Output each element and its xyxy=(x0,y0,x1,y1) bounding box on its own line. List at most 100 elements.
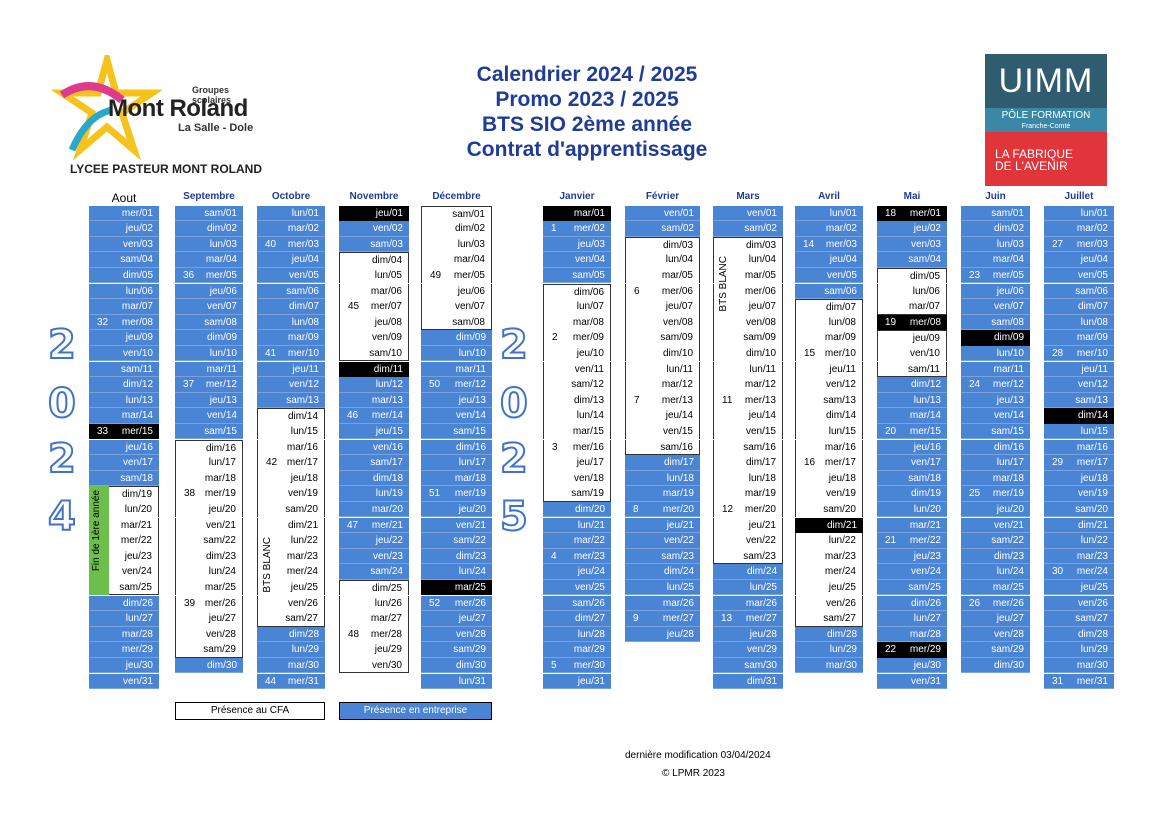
day-cell: ven/12 xyxy=(1044,377,1114,393)
day-cell: mer/10 41 xyxy=(257,345,325,362)
day-label: lun/28 xyxy=(577,628,605,640)
day-cell: mar/14 xyxy=(877,408,947,424)
day-label: mer/12 xyxy=(205,379,237,391)
day-cell: mar/23 xyxy=(1044,548,1114,565)
day-cell: sam/17 xyxy=(339,455,409,471)
bts-blanc-march-label: BTS BLANC xyxy=(718,256,729,312)
day-cell: ven/26 xyxy=(257,595,325,612)
day-label: mer/10 xyxy=(287,347,319,359)
day-label: mer/12 xyxy=(454,379,486,391)
mont-roland-logo: Groupes scolaires Mont Roland La Salle -… xyxy=(52,55,267,180)
day-label: dim/02 xyxy=(206,223,237,235)
day-cell: mer/15 33 xyxy=(89,423,159,440)
day-label: mar/06 xyxy=(370,285,402,297)
day-cell: sam/16 xyxy=(625,439,700,456)
day-label: dim/18 xyxy=(372,472,403,484)
day-label: lun/13 xyxy=(913,394,941,406)
day-label: dim/03 xyxy=(745,239,776,251)
day-label: jeu/03 xyxy=(577,238,605,250)
year-digit: 5 xyxy=(499,493,529,541)
day-cell: mar/18 xyxy=(421,470,492,487)
day-label: mer/14 xyxy=(371,410,403,422)
day-label: sam/02 xyxy=(744,223,777,235)
day-label: mer/05 xyxy=(205,269,237,281)
day-label: jeu/07 xyxy=(665,301,693,313)
day-cell: lun/15 xyxy=(257,423,325,440)
uimm-name: UIMM xyxy=(985,54,1107,108)
day-cell: jeu/03 xyxy=(543,236,611,253)
day-label: mer/10 xyxy=(1076,347,1108,359)
day-cell: lun/21 xyxy=(543,517,611,534)
day-cell: ven/28 xyxy=(421,626,492,643)
day-cell: mer/17 42 xyxy=(257,455,325,471)
day-cell: sam/04 xyxy=(89,252,159,268)
fin-1ere-annee-label: Fin de 1ère année xyxy=(91,490,102,572)
day-label: mer/06 xyxy=(661,285,693,297)
day-cell: mer/29 xyxy=(89,642,159,658)
week-number: 52 xyxy=(429,597,441,609)
day-cell: sam/18 xyxy=(89,470,159,487)
day-label: mar/18 xyxy=(992,472,1024,484)
day-cell: mer/19 51 xyxy=(421,486,492,502)
day-cell: dim/17 xyxy=(713,455,783,471)
day-cell: sam/08 xyxy=(421,314,492,331)
day-label: mer/24 xyxy=(1076,566,1108,578)
day-cell: mer/22 21 xyxy=(877,533,947,549)
day-cell: mar/16 xyxy=(257,439,325,456)
day-cell: sam/01 xyxy=(175,205,243,222)
week-number: 40 xyxy=(265,238,277,250)
day-cell: ven/21 xyxy=(961,517,1030,534)
day-label: lun/01 xyxy=(291,207,319,219)
day-cell: lun/18 xyxy=(625,470,700,487)
day-label: lun/20 xyxy=(913,503,941,515)
title-line-2: Promo 2023 / 2025 xyxy=(495,88,679,111)
day-label: jeu/28 xyxy=(749,628,777,640)
day-cell: ven/22 xyxy=(625,533,700,549)
day-label: ven/10 xyxy=(122,347,153,359)
day-label: dim/11 xyxy=(373,363,403,375)
day-label: ven/19 xyxy=(1077,488,1108,500)
year-digit: 0 xyxy=(47,380,77,428)
uimm-slogan-1: LA FABRIQUE xyxy=(995,147,1074,161)
day-cell: jeu/25 xyxy=(1044,579,1114,596)
day-cell: sam/29 xyxy=(961,642,1030,658)
day-label: dim/16 xyxy=(455,441,486,453)
month-column: Avril lun/01 mar/02 mer/03 14 jeu/04 ven/05 sam… xyxy=(795,191,863,674)
day-label: mer/03 xyxy=(1076,238,1108,250)
day-cell: lun/31 xyxy=(421,673,492,690)
day-cell: mer/10 15 xyxy=(795,345,863,362)
day-label: mar/07 xyxy=(908,301,940,313)
day-cell: sam/19 xyxy=(543,486,611,502)
day-cell: jeu/11 xyxy=(1044,361,1114,378)
day-cell: jeu/30 xyxy=(877,657,947,674)
day-label: sam/04 xyxy=(908,254,941,266)
day-label: mer/01 xyxy=(909,207,941,219)
month-column: Novembre jeu/01 ven/02 sam/03 dim/04 lun/05 ma… xyxy=(339,191,409,674)
day-cell: lun/25 xyxy=(625,579,700,596)
week-number: 3 xyxy=(552,441,558,453)
month-column: Février ven/01 sam/02 dim/03 lun/04 mar/05 mer… xyxy=(625,191,700,643)
day-cell: ven/28 xyxy=(961,626,1030,643)
day-cell: ven/18 xyxy=(543,470,611,487)
day-label: mer/03 xyxy=(825,238,857,250)
legend-entreprise: Présence en entreprise xyxy=(339,702,492,720)
day-cell: mar/04 xyxy=(175,252,243,268)
day-cell: mer/29 22 xyxy=(877,642,947,658)
day-label: lun/05 xyxy=(374,269,402,281)
day-label: mar/05 xyxy=(661,269,693,281)
month-column: Septembre sam/01 dim/02 lun/03 mar/04 mer/05 3… xyxy=(175,191,243,674)
day-cell: ven/05 xyxy=(257,267,325,284)
day-label: lun/08 xyxy=(828,316,856,328)
day-label: mar/07 xyxy=(121,301,153,313)
day-label: dim/17 xyxy=(745,457,776,469)
day-label: lun/08 xyxy=(291,316,319,328)
day-cell: mer/23 4 xyxy=(543,548,611,565)
year-digit: 2 xyxy=(499,435,529,483)
day-label: sam/11 xyxy=(120,363,153,375)
day-label: mar/26 xyxy=(662,597,694,609)
day-cell: ven/14 xyxy=(421,408,492,424)
day-cell: mar/02 xyxy=(795,221,863,237)
day-label: jeu/27 xyxy=(996,613,1024,625)
day-cell: mar/11 xyxy=(961,361,1030,378)
day-cell: mer/12 24 xyxy=(961,377,1030,393)
